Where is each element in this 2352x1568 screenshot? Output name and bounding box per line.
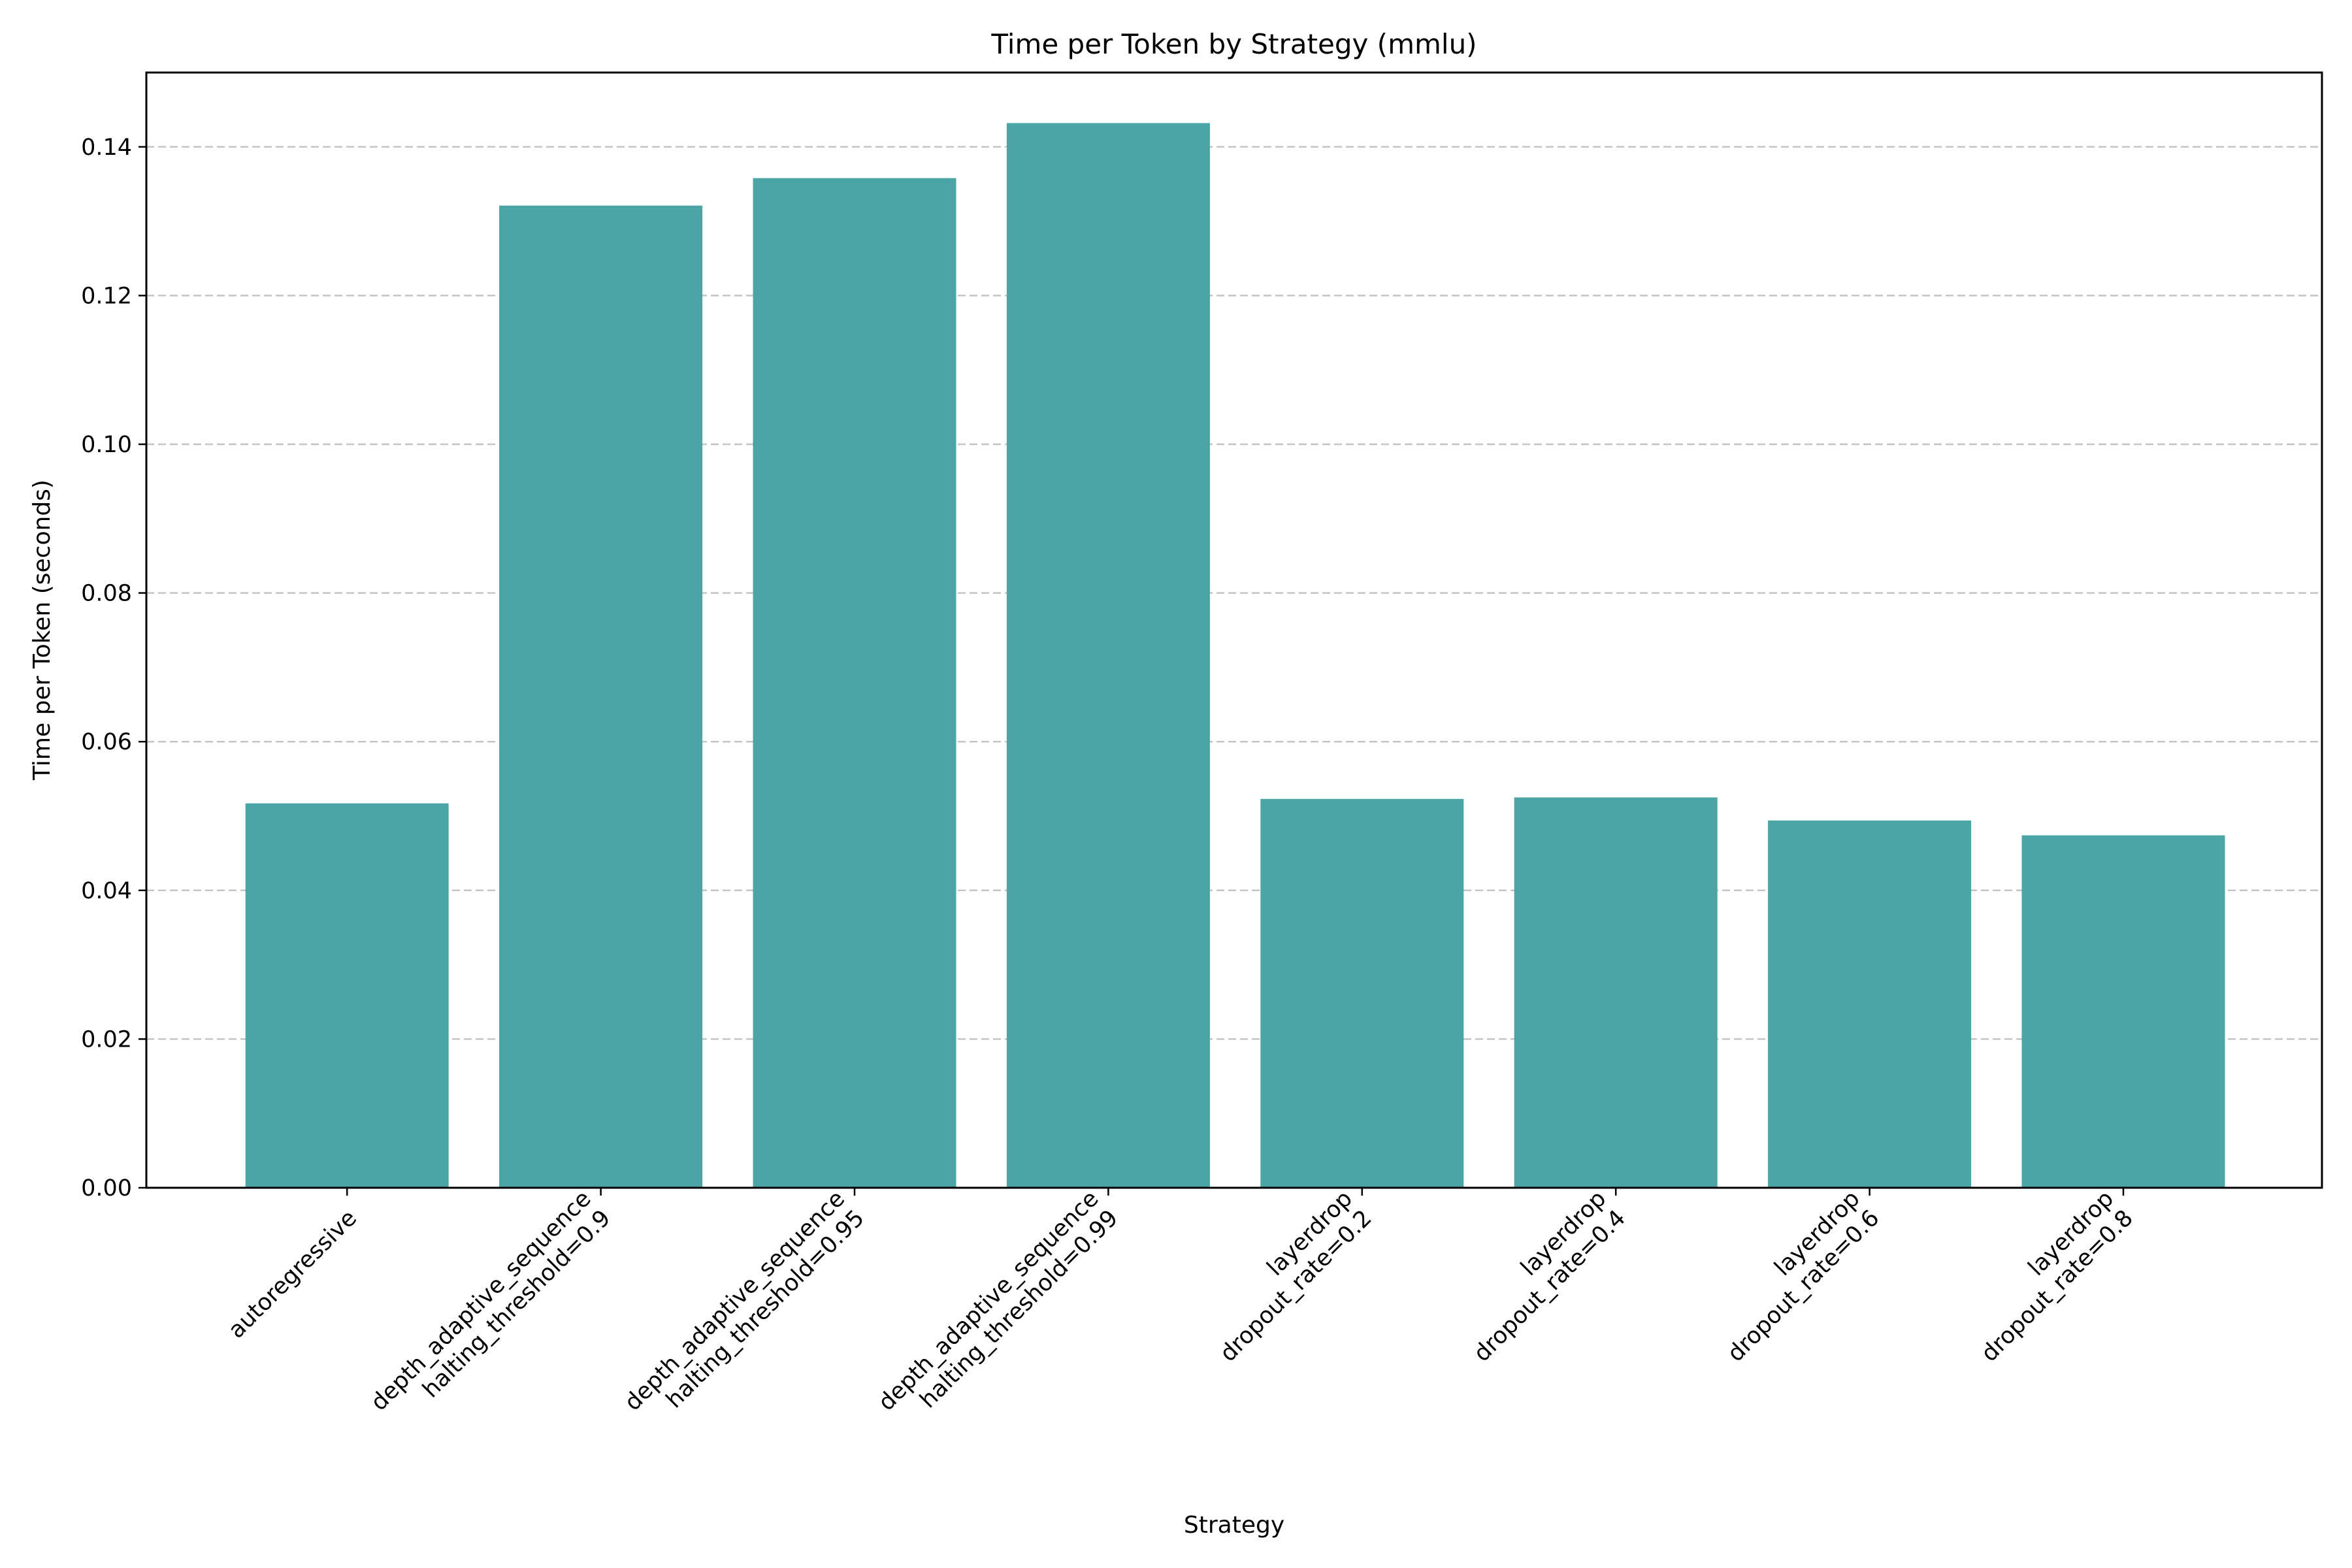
- bar: [1768, 820, 1972, 1188]
- y-tick-label: 0.06: [81, 729, 132, 755]
- y-tick-label: 0.08: [81, 581, 132, 607]
- bar: [499, 205, 703, 1188]
- bar: [1514, 797, 1718, 1188]
- x-axis-label: Strategy: [1184, 1512, 1284, 1539]
- bar: [245, 803, 449, 1188]
- y-tick-label: 0.04: [81, 878, 132, 904]
- y-tick-label: 0.10: [81, 432, 132, 458]
- y-tick-label: 0.00: [81, 1175, 132, 1201]
- bar: [1260, 798, 1464, 1188]
- bar: [2021, 835, 2225, 1188]
- bar: [1006, 123, 1210, 1188]
- y-axis-ticks: 0.00 0.02 0.04 0.06 0.08 0.10 0.12 0.14: [81, 135, 146, 1201]
- y-tick-label: 0.02: [81, 1026, 132, 1053]
- y-axis-label: Time per Token (seconds): [29, 480, 56, 781]
- y-tick-label: 0.12: [81, 283, 132, 309]
- chart-title: Time per Token by Strategy (mmlu): [990, 28, 1477, 60]
- bar: [753, 178, 956, 1188]
- bars: [245, 123, 2225, 1188]
- plot-frame: [145, 71, 2323, 1189]
- y-tick-label: 0.14: [81, 135, 132, 161]
